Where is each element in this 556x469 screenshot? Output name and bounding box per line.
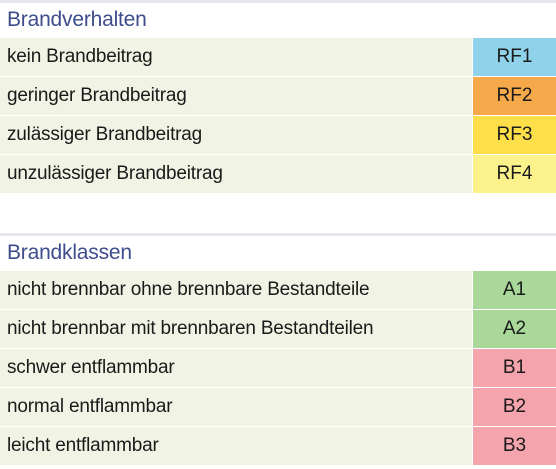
row-label: unzulässiger Brandbeitrag <box>7 163 223 184</box>
row-label: normal entflammbar <box>7 396 173 417</box>
table-row: nicht brennbar mit brennbaren Bestandtei… <box>0 309 556 348</box>
table-row: kein Brandbeitrag RF1 <box>0 37 556 76</box>
code-badge: RF3 <box>472 116 556 154</box>
row-label: kein Brandbeitrag <box>7 46 153 67</box>
code-badge: RF2 <box>472 77 556 115</box>
code-badge: A1 <box>472 271 556 309</box>
fire-classes-title: Brandklassen <box>0 233 556 270</box>
code-badge: B3 <box>472 427 556 465</box>
row-label: zulässiger Brandbeitrag <box>7 124 203 145</box>
table-row: zulässiger Brandbeitrag RF3 <box>0 115 556 154</box>
row-label: schwer entflammbar <box>7 357 175 378</box>
code-badge: A2 <box>472 310 556 348</box>
table-row: normal entflammbar B2 <box>0 387 556 426</box>
code-badge: RF1 <box>472 38 556 76</box>
code-badge: B1 <box>472 349 556 387</box>
table-row: nicht brennbar ohne brennbare Bestandtei… <box>0 270 556 309</box>
fire-classes-section: Brandklassen nicht brennbar ohne brennba… <box>0 233 556 465</box>
row-label: nicht brennbar mit brennbaren Bestandtei… <box>7 318 374 339</box>
table-row: unzulässiger Brandbeitrag RF4 <box>0 154 556 193</box>
row-label: leicht entflammbar <box>7 435 159 456</box>
row-label: geringer Brandbeitrag <box>7 85 187 106</box>
fire-behavior-title: Brandverhalten <box>0 0 556 37</box>
code-badge: RF4 <box>472 155 556 193</box>
table-row: schwer entflammbar B1 <box>0 348 556 387</box>
table-row: geringer Brandbeitrag RF2 <box>0 76 556 115</box>
table-row: leicht entflammbar B3 <box>0 426 556 465</box>
code-badge: B2 <box>472 388 556 426</box>
row-label: nicht brennbar ohne brennbare Bestandtei… <box>7 279 370 300</box>
fire-behavior-section: Brandverhalten kein Brandbeitrag RF1 ger… <box>0 0 556 193</box>
